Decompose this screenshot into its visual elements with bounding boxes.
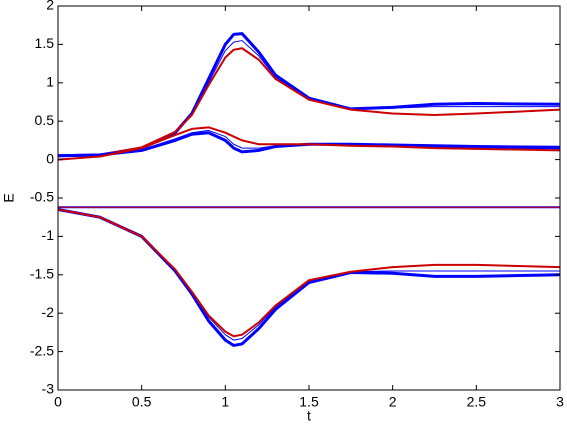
x-tick-label: 2 — [389, 394, 397, 410]
axes-box — [57, 5, 561, 391]
y-tick-label: -2 — [42, 304, 55, 320]
y-tick-label: -1.5 — [30, 266, 54, 282]
y-tick-label: 0.5 — [35, 112, 55, 128]
y-tick-label: -3 — [42, 381, 55, 397]
series-line — [57, 32, 561, 158]
y-tick-label: -2.5 — [30, 342, 54, 358]
x-tick-label: 2.5 — [467, 394, 487, 410]
series-line — [57, 126, 561, 161]
x-tick-label: 0 — [54, 394, 62, 410]
y-axis-label: E — [1, 193, 17, 202]
x-tick-label: 3 — [556, 394, 564, 410]
y-tick-label: 2 — [46, 0, 54, 13]
series-line — [57, 131, 561, 158]
y-tick-label: 1.5 — [35, 35, 55, 51]
y-tick-label: -0.5 — [30, 189, 54, 205]
series-line — [57, 208, 561, 338]
x-axis-label: t — [307, 408, 311, 424]
y-tick-label: 1 — [46, 74, 54, 90]
x-tick-label: 1.5 — [299, 394, 319, 410]
y-tick-label: -1 — [42, 227, 55, 243]
series-line — [57, 47, 561, 157]
series-line — [57, 208, 561, 347]
y-tick-label: 0 — [46, 150, 54, 166]
x-tick-label: 0.5 — [132, 394, 152, 410]
x-tick-label: 1 — [221, 394, 229, 410]
plot-lines — [57, 32, 561, 347]
